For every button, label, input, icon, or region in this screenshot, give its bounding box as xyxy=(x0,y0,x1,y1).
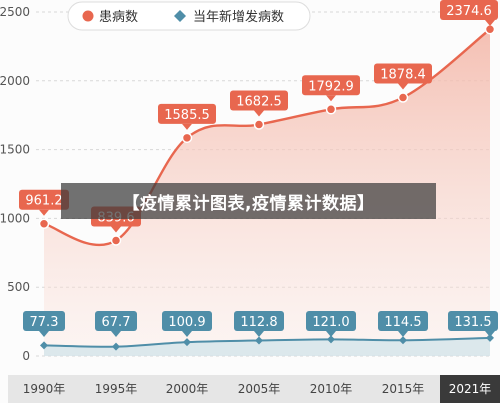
data-label-box xyxy=(19,189,69,210)
data-label-pointer xyxy=(111,331,121,337)
data-label-pointer xyxy=(326,95,336,102)
data-point xyxy=(183,338,191,347)
data-label-pointer xyxy=(254,331,264,337)
data-label-text: 961.2 xyxy=(25,194,62,209)
data-label-pointer xyxy=(398,83,408,90)
data-label-pointer xyxy=(39,331,49,337)
data-point xyxy=(112,342,120,351)
legend-entry: 患病数 xyxy=(99,10,138,25)
data-label: 100.9 xyxy=(162,311,212,337)
x-tick-label: 2021年 xyxy=(449,382,492,396)
data-point xyxy=(484,24,496,35)
data-label-text: 121.0 xyxy=(312,315,349,330)
data-label: 67.7 xyxy=(95,311,137,337)
data-label: 112.8 xyxy=(234,311,284,337)
data-label-box xyxy=(230,90,288,111)
x-tick-label: 2010年 xyxy=(310,382,353,396)
data-label: 1792.9 xyxy=(302,75,360,102)
data-label-text: 1792.9 xyxy=(308,79,354,94)
data-label-pointer xyxy=(485,20,495,26)
data-label-box xyxy=(95,311,137,331)
data-label-pointer xyxy=(182,331,192,337)
data-label-box xyxy=(374,63,432,84)
data-label-pointer xyxy=(39,209,49,216)
data-label-box xyxy=(23,311,65,331)
data-label: 77.3 xyxy=(23,311,65,337)
data-point xyxy=(325,104,337,115)
y-tick-label: 2500 xyxy=(0,5,30,19)
data-label-text: 1682.5 xyxy=(236,94,282,109)
legend-marker-circle xyxy=(82,10,94,22)
data-label-pointer xyxy=(254,110,264,117)
y-tick-label: 0 xyxy=(22,349,30,363)
data-label-pointer xyxy=(182,123,192,130)
x-tick-label: 2000年 xyxy=(166,382,209,396)
overlay-caption: 【疫情累计图表,疫情累计数据】 xyxy=(61,183,436,219)
legend-box xyxy=(67,1,311,31)
data-point xyxy=(399,336,407,345)
x-axis: 1990年 1995年 2000年 2005年 2010年 2015年 2021年 xyxy=(8,375,500,403)
data-label-text: 112.8 xyxy=(240,315,277,330)
x-tick-label: 1995年 xyxy=(95,382,138,396)
data-label: 1682.5 xyxy=(230,90,288,117)
data-label-text: 1585.5 xyxy=(164,108,210,123)
y-axis: 0 500 1000 1500 2000 2500 xyxy=(0,5,30,363)
data-point xyxy=(38,218,50,229)
data-point xyxy=(253,119,265,130)
data-label: 121.0 xyxy=(306,311,356,337)
data-label-box xyxy=(448,311,498,331)
x-tick-label: 2005年 xyxy=(238,382,281,396)
y-tick-label: 500 xyxy=(7,280,30,294)
data-label: 1585.5 xyxy=(158,103,216,130)
data-label-text: 100.9 xyxy=(168,315,205,330)
data-label-text: 114.5 xyxy=(384,315,421,330)
data-label-text: 77.3 xyxy=(30,315,59,330)
data-point xyxy=(486,333,494,342)
data-label-pointer xyxy=(111,226,121,233)
data-label-text: 2374.6 xyxy=(446,4,492,19)
data-label-box xyxy=(158,103,216,124)
data-label-box xyxy=(378,311,428,331)
data-label-box xyxy=(440,0,498,20)
x-tick-label: 1990年 xyxy=(23,382,66,396)
data-label-box xyxy=(306,311,356,331)
data-point xyxy=(40,341,48,350)
legend-marker-diamond xyxy=(174,10,186,22)
data-point xyxy=(181,132,193,144)
x-axis-band xyxy=(8,375,500,403)
y-tick-label: 1500 xyxy=(0,143,30,157)
data-point xyxy=(255,336,263,345)
data-point xyxy=(110,235,122,246)
area-fill-new-cases xyxy=(44,337,490,356)
data-point xyxy=(397,92,409,103)
legend: 患病数 当年新增发病数 xyxy=(67,1,311,31)
data-label: 1878.4 xyxy=(374,63,432,90)
data-label-text: 131.5 xyxy=(454,315,491,330)
y-tick-label: 2000 xyxy=(0,74,30,88)
y-tick-label: 1000 xyxy=(0,211,30,225)
data-label-box xyxy=(162,311,212,331)
data-label-text: 67.7 xyxy=(102,315,131,330)
data-point xyxy=(327,335,335,344)
data-label: 961.2 xyxy=(19,189,69,216)
data-label: 2374.6 xyxy=(440,0,498,26)
data-label-pointer xyxy=(485,331,495,337)
data-label-text: 1878.4 xyxy=(380,68,426,83)
data-label: 114.5 xyxy=(378,311,428,337)
data-label-pointer xyxy=(326,331,336,337)
data-label-box xyxy=(302,75,360,96)
data-label-pointer xyxy=(398,331,408,337)
data-points xyxy=(38,24,496,351)
x-tick-highlight xyxy=(440,375,500,403)
data-label-box xyxy=(234,311,284,331)
x-tick-label: 2015年 xyxy=(382,382,425,396)
legend-entry: 当年新增发病数 xyxy=(193,9,284,25)
data-label: 131.5 xyxy=(448,311,498,337)
